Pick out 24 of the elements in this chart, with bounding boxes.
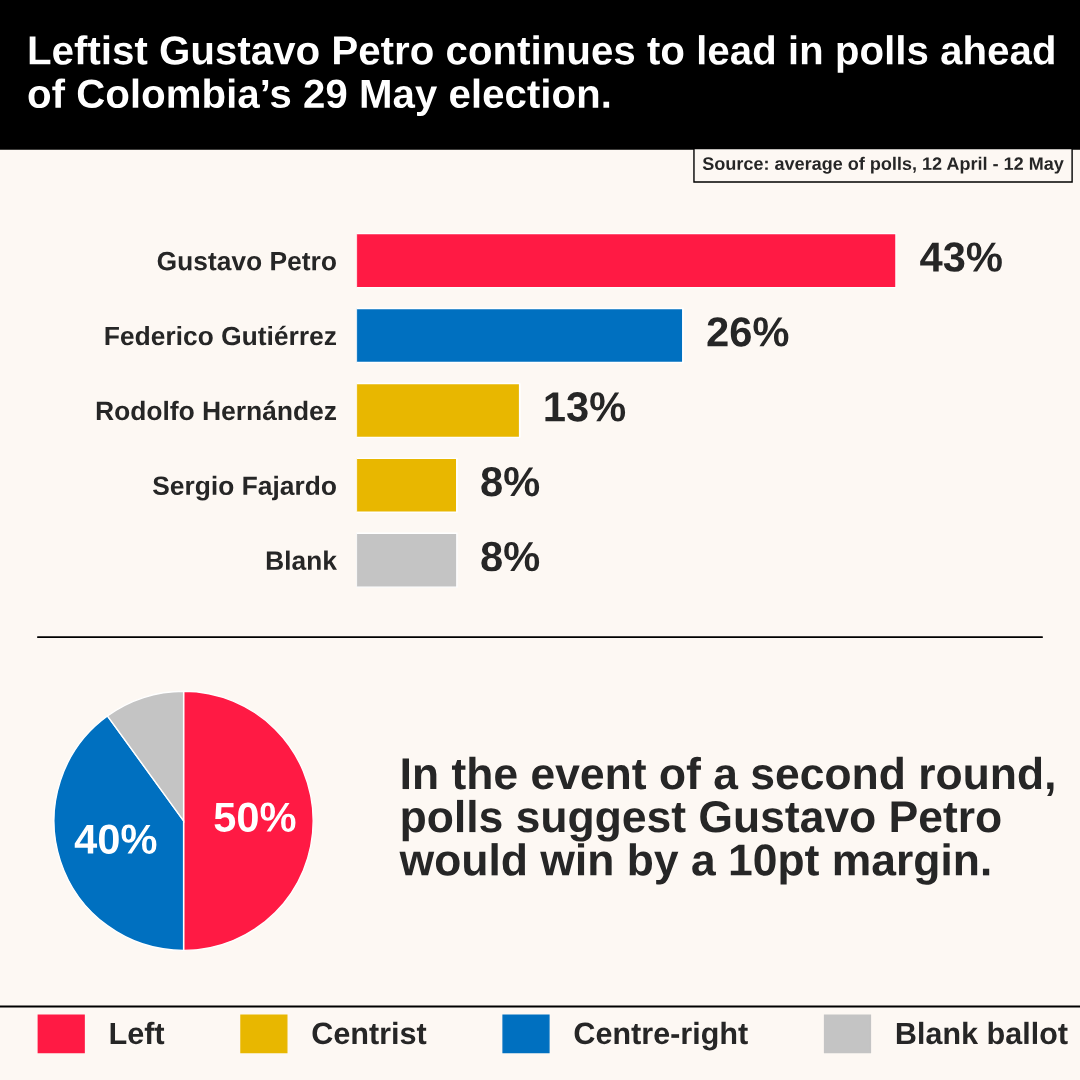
data-label: 50%: [214, 802, 296, 832]
y-tick-label: Gustavo Petro: [157, 251, 336, 271]
bar: [356, 307, 684, 364]
chart-title: Leftist Gustavo Petro continues to lead in polls ahead of Colombia’s 29 May election.: [28, 35, 1054, 117]
data-label: 26%: [707, 317, 789, 347]
y-tick-label: Rodolfo Hernández: [96, 400, 337, 421]
bar: [356, 532, 458, 588]
bar: [356, 382, 521, 439]
legend-label: Centrist: [312, 1021, 427, 1045]
source-note: Source: average of polls, 12 April - 12 May: [702, 156, 1064, 174]
data-label: 43%: [920, 242, 1002, 272]
y-tick-label: Federico Gutiérrez: [105, 325, 337, 346]
bar: [356, 232, 897, 289]
data-label: 8%: [481, 466, 540, 497]
legend-label: Centre-right: [574, 1021, 748, 1051]
y-tick-label: Blank: [266, 550, 337, 570]
legend-label: Blank ballot: [896, 1021, 1068, 1045]
data-label: 13%: [545, 392, 626, 422]
text: In the event of a second round, polls suggest Gustavo Petro would win by a 10pt margin.: [399, 756, 1054, 885]
y-tick-label: Sergio Fajardo: [152, 475, 336, 501]
bar: [356, 457, 458, 513]
legend-label: Left: [110, 1021, 165, 1045]
data-label: 40%: [74, 824, 157, 855]
data-label: 8%: [481, 541, 540, 572]
